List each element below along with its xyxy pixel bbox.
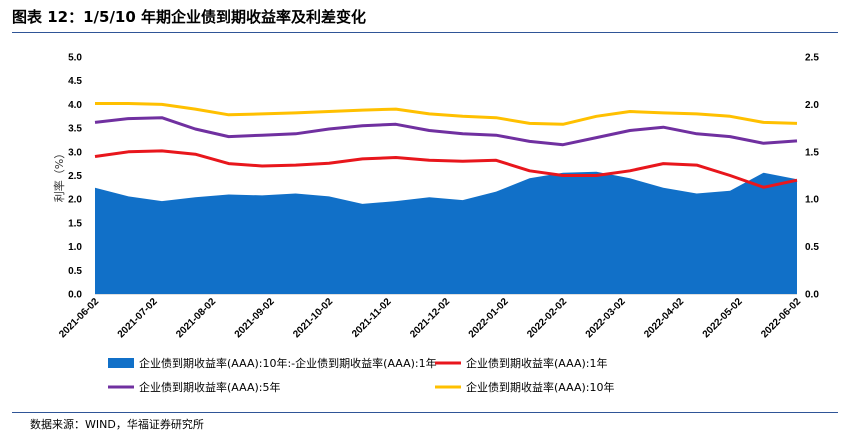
x-tick-label: 2022-04-02 [642, 296, 686, 340]
legend-label: 企业债到期收益率(AAA):5年 [139, 380, 280, 394]
left-tick-label: 2.5 [68, 171, 82, 182]
legend-label: 企业债到期收益率(AAA):1年 [466, 356, 607, 370]
spread-area [95, 171, 797, 294]
x-axis-ticks: 2021-06-02 2021-07-02 2021-08-02 2021-09-02… [57, 296, 803, 340]
x-tick-label: 2021-10-02 [291, 296, 335, 340]
x-tick-label: 2021-12-02 [408, 296, 452, 340]
y-axis-label: 利率（%） [52, 148, 66, 202]
right-tick-label: 2.5 [805, 53, 819, 64]
source-divider [12, 412, 838, 413]
x-tick-label: 2021-08-02 [174, 296, 218, 340]
yield-lines-layer [94, 102, 798, 189]
series-line-1 [94, 149, 798, 189]
x-tick-label: 2021-09-02 [233, 296, 277, 340]
left-tick-label: 4.5 [68, 76, 82, 87]
right-axis-ticks: 0.0 0.5 1.0 1.5 2.0 2.5 [805, 53, 819, 301]
right-tick-label: 1.0 [805, 195, 819, 206]
x-tick-label: 2022-02-02 [525, 296, 569, 340]
series-line-2 [94, 116, 798, 147]
x-tick-label: 2022-05-02 [701, 296, 745, 340]
series-line-3 [95, 102, 798, 126]
right-tick-label: 0.0 [805, 290, 819, 301]
x-tick-label: 2021-06-02 [57, 296, 101, 340]
x-tick-label: 2022-03-02 [584, 296, 628, 340]
x-tick-label: 2021-11-02 [350, 296, 394, 340]
legend-label: 企业债到期收益率(AAA):10年 [466, 380, 614, 394]
chart-title: 图表 12：1/5/10 年期企业债到期收益率及利差变化 [12, 8, 367, 26]
left-tick-label: 0.5 [68, 266, 82, 277]
right-tick-label: 2.0 [805, 100, 819, 111]
x-tick-label: 2022-01-02 [467, 296, 511, 340]
title-divider [12, 32, 838, 33]
left-tick-label: 5.0 [68, 53, 82, 64]
legend-swatch [108, 358, 134, 368]
left-axis-ticks: 0.0 0.5 1.0 1.5 2.0 2.5 3.0 3.5 4.0 4.5 5.0 [68, 53, 82, 301]
left-tick-label: 0.0 [68, 290, 82, 301]
data-source: 数据来源：WIND，华福证券研究所 [30, 418, 204, 431]
left-tick-label: 3.5 [68, 124, 82, 135]
left-tick-label: 1.0 [68, 242, 82, 253]
left-tick-label: 3.0 [68, 147, 82, 158]
right-tick-label: 1.5 [805, 147, 819, 158]
left-tick-label: 2.0 [68, 195, 82, 206]
right-tick-label: 0.5 [805, 242, 819, 253]
legend: 企业债到期收益率(AAA):10年:-企业债到期收益率(AAA):1年 企业债到期… [108, 356, 614, 394]
yield-chart: 0.0 0.5 1.0 1.5 2.0 2.5 3.0 3.5 4.0 4.5 5.0 0.0 0.5… [52, 53, 819, 395]
spread-area-layer [95, 171, 797, 294]
left-tick-label: 4.0 [68, 100, 82, 111]
x-tick-label: 2022-06-02 [759, 296, 803, 340]
x-tick-label: 2021-07-02 [116, 296, 160, 340]
legend-label: 企业债到期收益率(AAA):10年:-企业债到期收益率(AAA):1年 [139, 356, 437, 370]
left-tick-label: 1.5 [68, 218, 82, 229]
